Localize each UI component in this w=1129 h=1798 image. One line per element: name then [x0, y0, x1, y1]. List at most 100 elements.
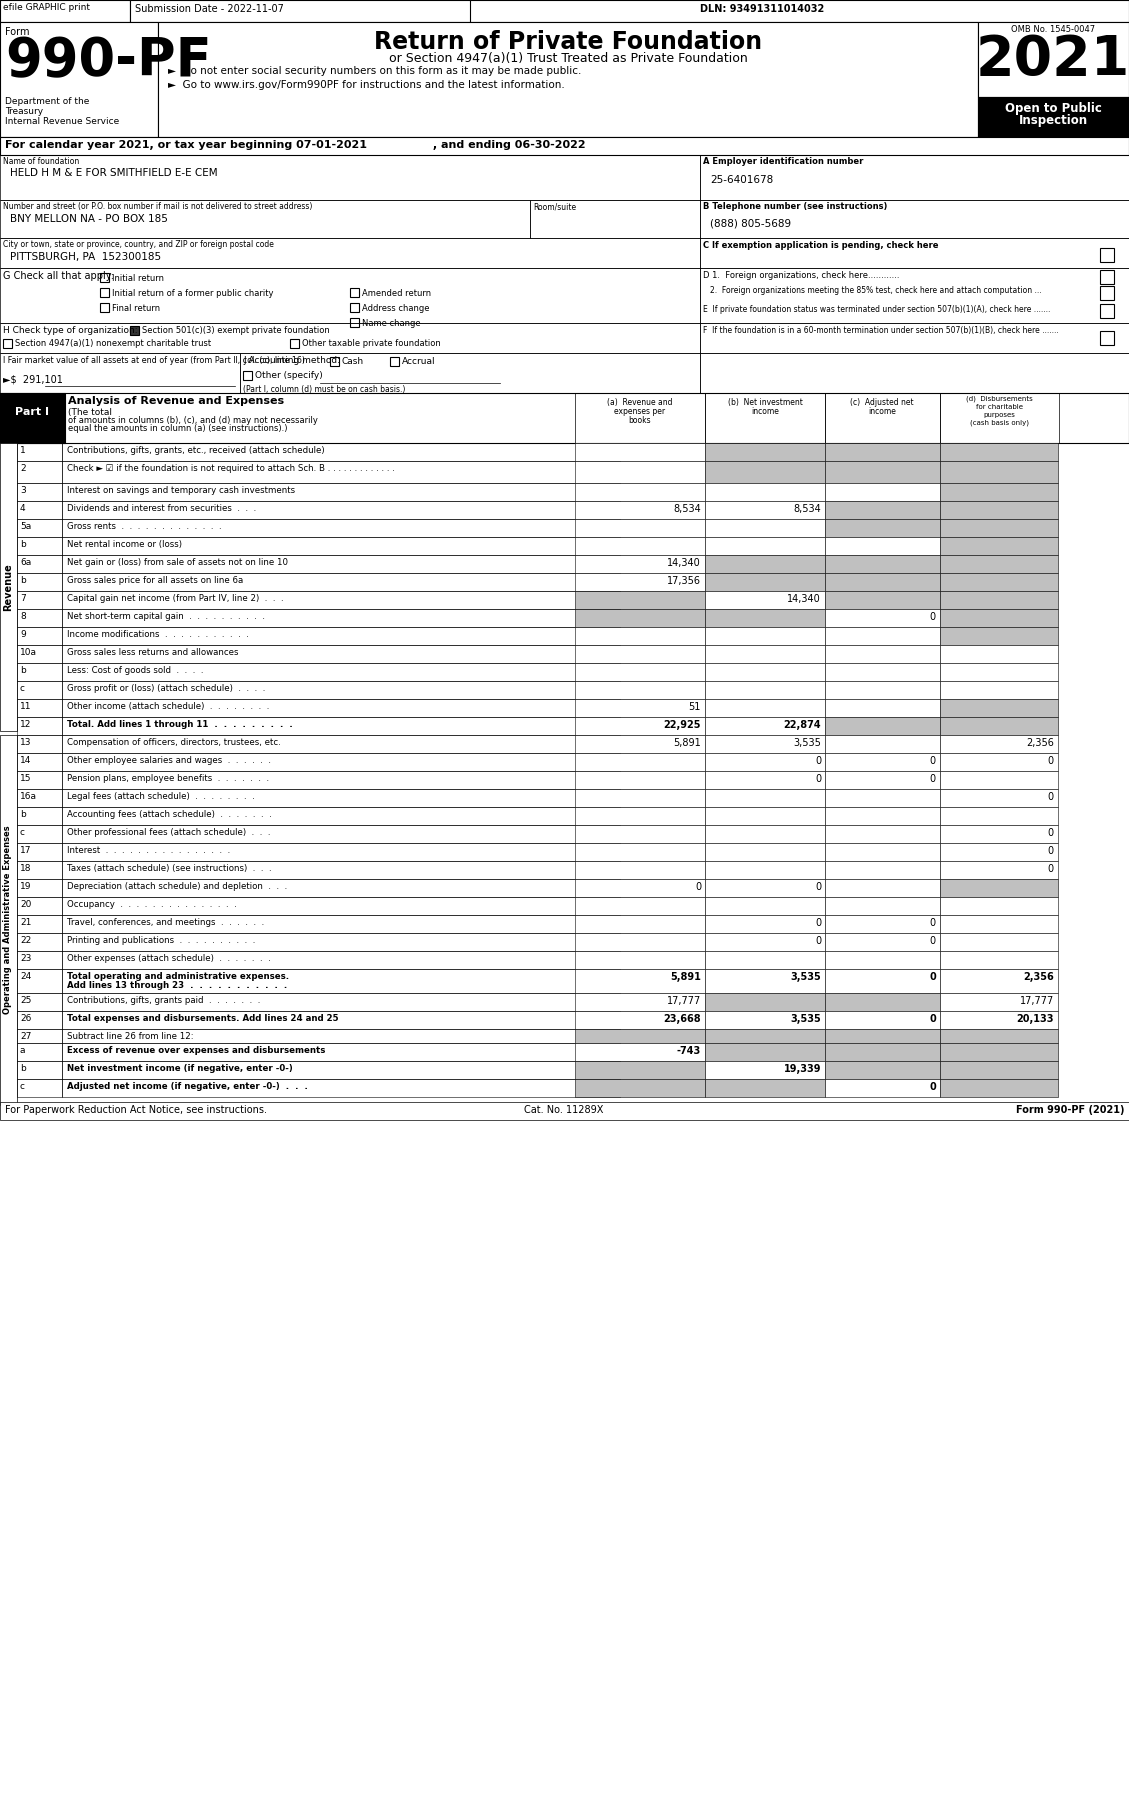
Text: Address change: Address change: [362, 304, 429, 313]
Bar: [940, 681, 1058, 699]
Bar: [575, 915, 704, 933]
Bar: [704, 1043, 825, 1061]
Text: Other professional fees (attach schedule)  .  .  .: Other professional fees (attach schedule…: [67, 829, 271, 838]
Text: (The total: (The total: [68, 408, 112, 417]
Text: 0: 0: [815, 755, 821, 766]
Text: Net investment income (if negative, enter -0-): Net investment income (if negative, ente…: [67, 1064, 292, 1073]
Bar: [290, 340, 299, 349]
Text: For calendar year 2021, or tax year beginning 07-01-2021                 , and e: For calendar year 2021, or tax year begi…: [5, 140, 586, 149]
Bar: [575, 789, 704, 807]
Bar: [700, 268, 1129, 324]
Text: Printing and publications  .  .  .  .  .  .  .  .  .  .: Printing and publications . . . . . . . …: [67, 937, 255, 946]
Text: Inspection: Inspection: [1018, 113, 1087, 128]
Text: 0: 0: [815, 919, 821, 928]
Text: 0: 0: [930, 937, 936, 946]
Text: 8: 8: [20, 611, 26, 620]
Text: B Telephone number (see instructions): B Telephone number (see instructions): [703, 201, 887, 210]
Bar: [350, 318, 359, 327]
Bar: [0, 155, 700, 200]
Bar: [0, 352, 240, 394]
Bar: [825, 1043, 940, 1061]
Text: or Section 4947(a)(1) Trust Treated as Private Foundation: or Section 4947(a)(1) Trust Treated as P…: [388, 52, 747, 65]
Bar: [700, 237, 1129, 268]
Bar: [704, 556, 825, 574]
Bar: [0, 324, 700, 352]
Bar: [17, 502, 62, 520]
Bar: [940, 442, 1058, 460]
Text: Total. Add lines 1 through 11  .  .  .  .  .  .  .  .  .: Total. Add lines 1 through 11 . . . . . …: [67, 719, 292, 728]
Bar: [17, 538, 62, 556]
Bar: [17, 753, 62, 771]
Bar: [940, 735, 1058, 753]
Bar: [575, 951, 704, 969]
Bar: [62, 897, 620, 915]
Text: 0: 0: [930, 611, 936, 622]
Text: 22,925: 22,925: [664, 719, 701, 730]
Text: equal the amounts in column (a) (see instructions).): equal the amounts in column (a) (see ins…: [68, 424, 288, 433]
Bar: [825, 753, 940, 771]
Bar: [940, 717, 1058, 735]
Bar: [240, 352, 700, 394]
Text: Name change: Name change: [362, 318, 421, 327]
Text: for charitable: for charitable: [975, 405, 1023, 410]
Bar: [940, 484, 1058, 502]
Bar: [825, 771, 940, 789]
Text: 2: 2: [20, 464, 26, 473]
Bar: [575, 520, 704, 538]
Text: c: c: [20, 683, 25, 692]
Text: Check ► ☑ if the foundation is not required to attach Sch. B . . . . . . . . . .: Check ► ☑ if the foundation is not requi…: [67, 464, 395, 473]
Bar: [704, 717, 825, 735]
Bar: [575, 1028, 704, 1043]
Bar: [704, 699, 825, 717]
Text: b: b: [20, 811, 26, 820]
Bar: [704, 879, 825, 897]
Text: Accounting fees (attach schedule)  .  .  .  .  .  .  .: Accounting fees (attach schedule) . . . …: [67, 811, 272, 820]
Bar: [825, 442, 940, 460]
Bar: [825, 969, 940, 992]
Bar: [243, 370, 252, 379]
Bar: [17, 843, 62, 861]
Bar: [940, 1079, 1058, 1097]
Bar: [17, 663, 62, 681]
Bar: [704, 442, 825, 460]
Bar: [825, 717, 940, 735]
Text: E  If private foundation status was terminated under section 507(b)(1)(A), check: E If private foundation status was termi…: [703, 306, 1050, 315]
Bar: [825, 735, 940, 753]
Bar: [17, 969, 62, 992]
Bar: [704, 520, 825, 538]
Text: OMB No. 1545-0047: OMB No. 1545-0047: [1010, 25, 1095, 34]
Bar: [978, 97, 1129, 137]
Bar: [704, 592, 825, 610]
Text: 0: 0: [694, 883, 701, 892]
Bar: [575, 394, 704, 442]
Bar: [62, 753, 620, 771]
Text: 22,874: 22,874: [784, 719, 821, 730]
Text: Internal Revenue Service: Internal Revenue Service: [5, 117, 120, 126]
Text: Legal fees (attach schedule)  .  .  .  .  .  .  .  .: Legal fees (attach schedule) . . . . . .…: [67, 791, 255, 800]
Bar: [575, 538, 704, 556]
Bar: [940, 969, 1058, 992]
Bar: [100, 273, 110, 282]
Text: 19,339: 19,339: [784, 1064, 821, 1073]
Bar: [575, 735, 704, 753]
Text: Occupancy  .  .  .  .  .  .  .  .  .  .  .  .  .  .  .: Occupancy . . . . . . . . . . . . . . .: [67, 901, 237, 910]
Bar: [62, 717, 620, 735]
Bar: [0, 735, 17, 1106]
Text: Capital gain net income (from Part IV, line 2)  .  .  .: Capital gain net income (from Part IV, l…: [67, 593, 283, 602]
Text: b: b: [20, 1064, 26, 1073]
Bar: [62, 610, 620, 628]
Bar: [575, 663, 704, 681]
Text: 0: 0: [930, 773, 936, 784]
Text: Other income (attach schedule)  .  .  .  .  .  .  .  .: Other income (attach schedule) . . . . .…: [67, 701, 270, 710]
Bar: [825, 556, 940, 574]
Text: 14,340: 14,340: [787, 593, 821, 604]
Bar: [62, 861, 620, 879]
Text: Interest on savings and temporary cash investments: Interest on savings and temporary cash i…: [67, 485, 295, 494]
Bar: [704, 610, 825, 628]
Text: 2,356: 2,356: [1026, 737, 1054, 748]
Bar: [62, 538, 620, 556]
Bar: [575, 645, 704, 663]
Text: 20: 20: [20, 901, 32, 910]
Text: Final return: Final return: [112, 304, 160, 313]
Bar: [825, 574, 940, 592]
